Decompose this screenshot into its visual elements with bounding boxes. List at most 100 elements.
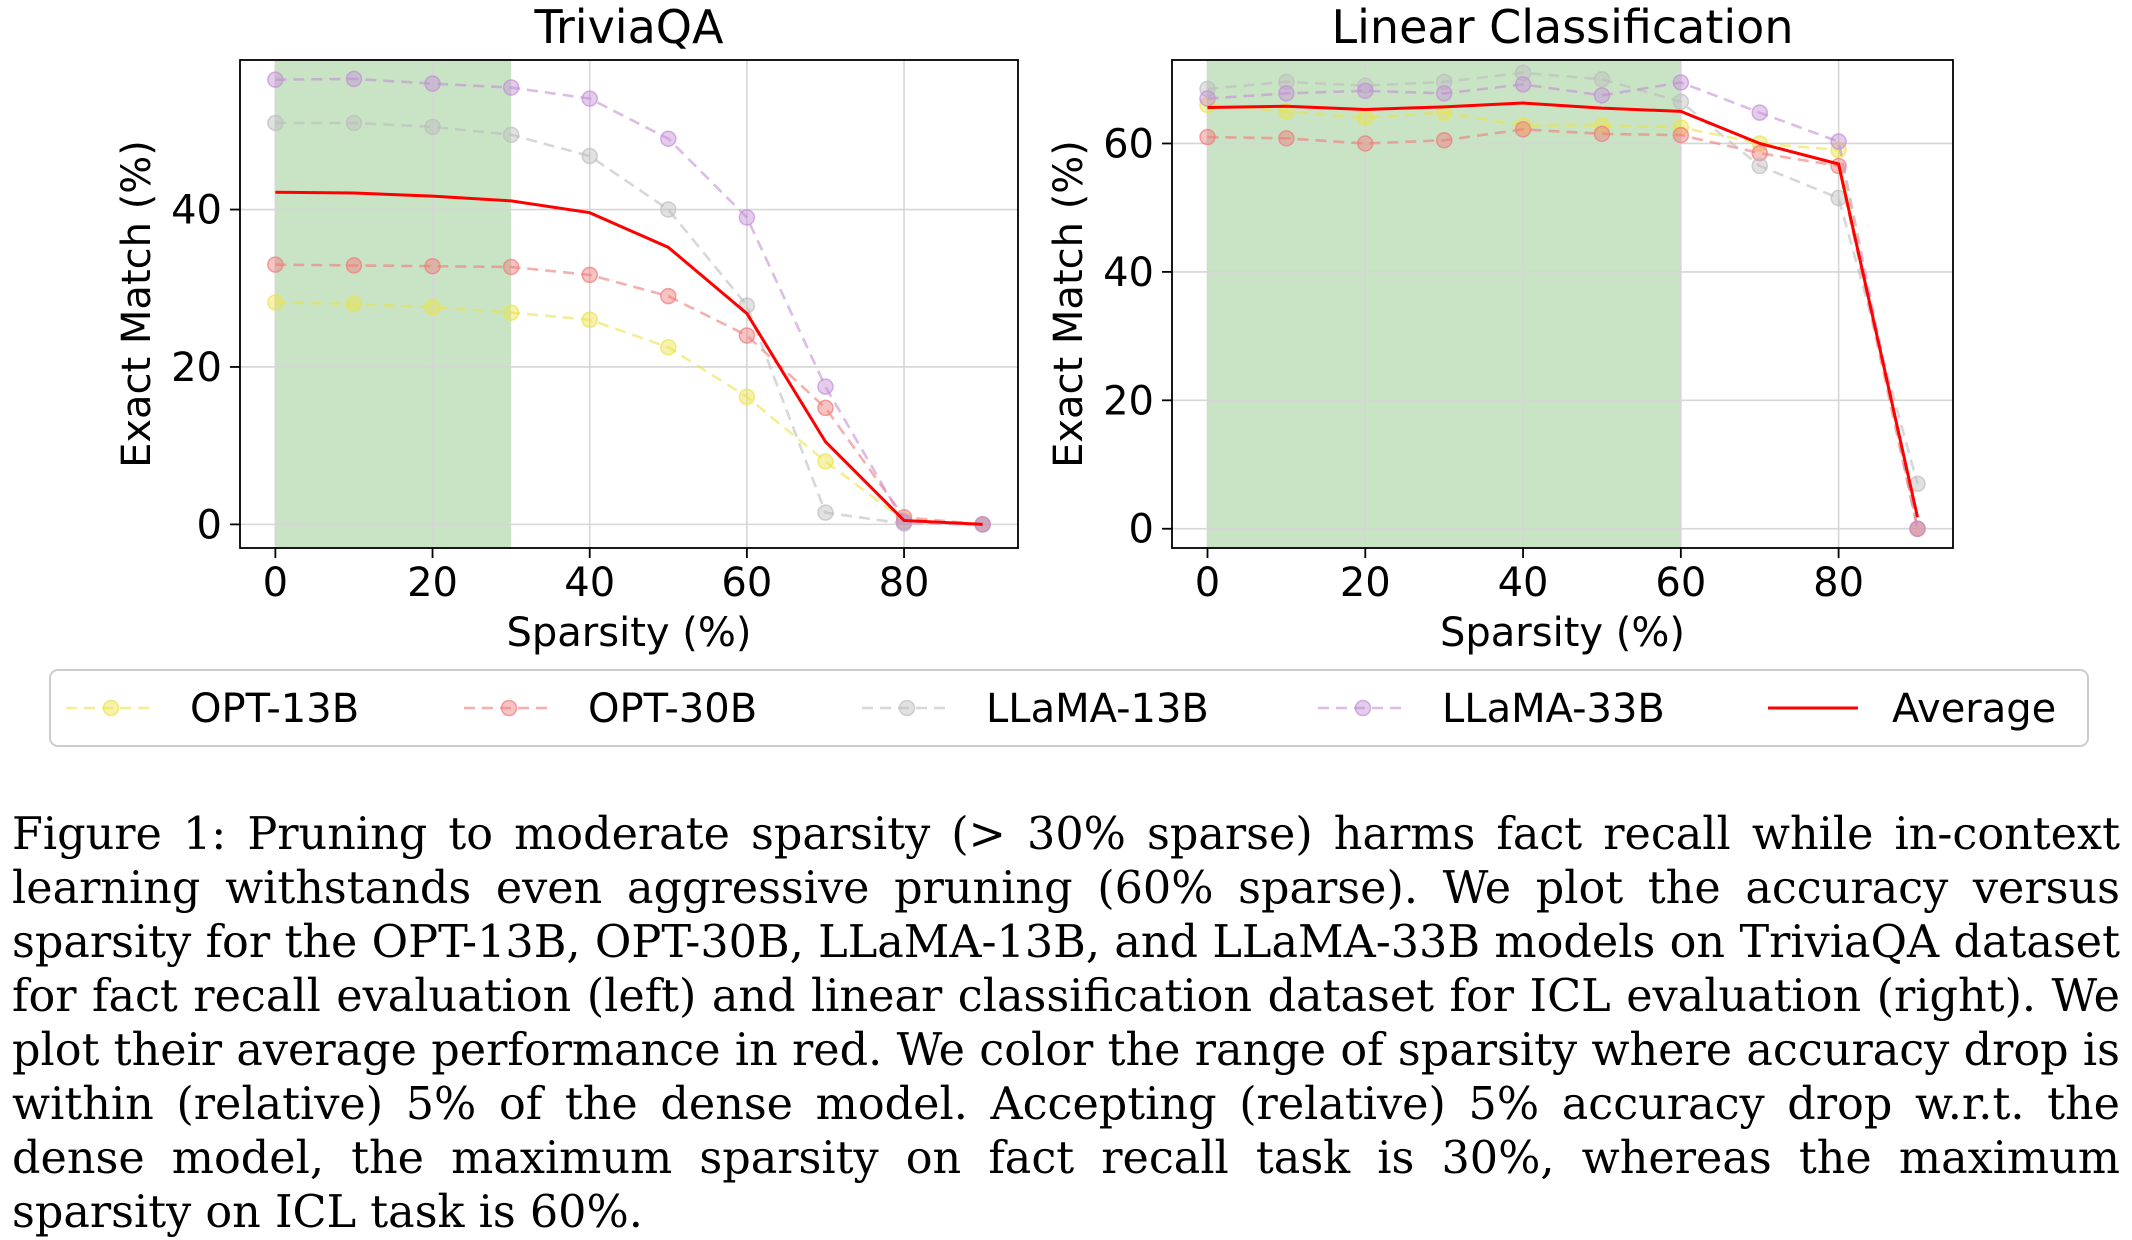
data-point-opt-30b xyxy=(1357,135,1374,152)
data-point-llama-13b xyxy=(1593,71,1611,88)
data-point-opt-13b xyxy=(1435,104,1453,121)
data-point-opt-13b xyxy=(738,388,756,406)
data-point-llama-33b xyxy=(581,90,598,107)
data-point-llama-33b xyxy=(817,378,834,395)
series-line-llama-33b xyxy=(1207,81,1919,529)
data-point-llama-33b xyxy=(1751,104,1768,121)
legend-label-llama-13b: LLaMA-13B xyxy=(986,686,1209,732)
data-point-opt-13b xyxy=(502,304,520,321)
data-point-opt-13b xyxy=(660,339,677,356)
data-point-llama-13b xyxy=(660,201,677,218)
data-point-opt-30b xyxy=(1751,144,1768,162)
axes-frame xyxy=(1171,59,1954,549)
data-point-llama-33b xyxy=(1672,74,1690,91)
data-point-llama-33b xyxy=(1357,82,1374,100)
legend-box xyxy=(49,669,2089,747)
data-point-llama-13b xyxy=(1278,73,1295,91)
data-point-llama-13b xyxy=(502,126,520,144)
data-point-opt-30b xyxy=(1199,128,1216,146)
y-tick-label: 40 xyxy=(1103,250,1154,296)
data-point-opt-13b xyxy=(345,295,363,313)
data-point-opt-13b xyxy=(817,453,834,470)
data-point-llama-33b xyxy=(1199,90,1216,107)
data-point-opt-30b xyxy=(1435,132,1453,149)
legend-label-average: Average xyxy=(1892,686,2056,732)
data-point-opt-13b xyxy=(424,298,441,316)
legend-marker-llama-13b xyxy=(898,699,916,717)
x-axis-label: Sparsity (%) xyxy=(1440,610,1685,656)
x-tick-label: 40 xyxy=(1498,560,1549,606)
y-axis-label: Exact Match (%) xyxy=(1046,140,1092,468)
data-point-llama-33b xyxy=(502,79,520,96)
x-axis-label: Sparsity (%) xyxy=(507,610,752,656)
series-line-llama-13b xyxy=(275,121,983,526)
series-line-opt-13b xyxy=(275,301,983,526)
series-line-opt-30b xyxy=(275,263,983,526)
series-line-average xyxy=(1207,101,1919,518)
x-tick-label: 80 xyxy=(1813,560,1864,606)
data-point-llama-13b xyxy=(1357,77,1374,94)
data-point-llama-33b xyxy=(1514,76,1532,93)
data-point-llama-33b xyxy=(1909,520,1926,537)
series-line-llama-13b xyxy=(1207,71,1919,485)
y-axis-label: Exact Match (%) xyxy=(114,140,160,468)
data-point-opt-30b xyxy=(738,327,756,344)
data-point-opt-30b xyxy=(267,256,284,273)
data-point-llama-33b xyxy=(1435,85,1453,102)
data-point-opt-13b xyxy=(1593,117,1611,134)
legend-label-opt-30b: OPT-30B xyxy=(588,686,757,732)
x-tick-label: 80 xyxy=(879,560,930,606)
legend-marker-opt-13b xyxy=(102,699,120,717)
data-point-opt-30b xyxy=(581,266,598,284)
data-point-llama-13b xyxy=(1514,64,1532,82)
data-point-opt-30b xyxy=(345,257,363,274)
data-point-opt-13b xyxy=(581,311,598,328)
legend: OPT-13B OPT-30B LLaMA-13B LLaMA-33B Average xyxy=(49,669,2089,747)
data-point-opt-30b xyxy=(1514,121,1532,138)
x-tick-label: 40 xyxy=(564,560,615,606)
legend-label-llama-33b: LLaMA-33B xyxy=(1442,686,1665,732)
data-point-llama-13b xyxy=(817,504,834,521)
data-point-llama-13b xyxy=(581,147,598,165)
chart-title: Linear Classification xyxy=(1332,0,1794,54)
data-point-llama-33b xyxy=(1830,133,1847,150)
chart-title: TriviaQA xyxy=(534,0,724,54)
axes-frame xyxy=(239,59,1019,549)
data-point-llama-13b xyxy=(345,114,363,132)
data-point-opt-30b xyxy=(817,399,834,417)
y-tick-label: 20 xyxy=(1103,378,1154,424)
data-point-llama-33b xyxy=(1593,87,1611,104)
data-point-opt-13b xyxy=(267,294,284,311)
data-point-llama-33b xyxy=(1278,85,1295,102)
data-point-llama-13b xyxy=(267,114,284,132)
data-point-opt-30b xyxy=(1672,126,1690,144)
figure: 0 20 40 60 80 0 20 40 TriviaQA Sparsity (%) Exact … xyxy=(49,0,2089,747)
legend-marker-opt-30b xyxy=(500,699,518,717)
data-point-llama-13b xyxy=(1435,73,1453,91)
y-tick-label: 0 xyxy=(1129,507,1154,553)
data-point-llama-13b xyxy=(424,118,441,136)
y-tick-label: 0 xyxy=(197,502,222,548)
series-line-llama-33b xyxy=(275,77,983,526)
data-point-llama-33b xyxy=(345,70,363,88)
data-point-opt-30b xyxy=(1593,125,1611,143)
data-point-llama-13b xyxy=(1751,157,1768,175)
figure-caption: Figure 1: Pruning to moderate sparsity (… xyxy=(12,809,2120,1238)
series-line-opt-30b xyxy=(1207,128,1919,530)
series-line-opt-13b xyxy=(1207,103,1919,530)
series-line-average xyxy=(275,190,983,526)
data-point-opt-30b xyxy=(502,258,520,276)
x-tick-label: 60 xyxy=(1655,560,1706,606)
y-tick-label: 40 xyxy=(171,188,222,234)
data-point-opt-30b xyxy=(424,257,441,275)
x-tick-label: 60 xyxy=(721,560,772,606)
x-tick-label: 0 xyxy=(263,560,288,606)
x-tick-label: 20 xyxy=(1340,560,1391,606)
data-point-llama-33b xyxy=(267,71,284,88)
legend-marker-llama-33b xyxy=(1354,699,1372,717)
x-tick-label: 0 xyxy=(1195,560,1220,606)
data-point-opt-30b xyxy=(1278,130,1295,147)
x-tick-label: 20 xyxy=(407,560,458,606)
legend-label-opt-13b: OPT-13B xyxy=(190,686,359,732)
data-point-llama-13b xyxy=(1672,93,1690,110)
